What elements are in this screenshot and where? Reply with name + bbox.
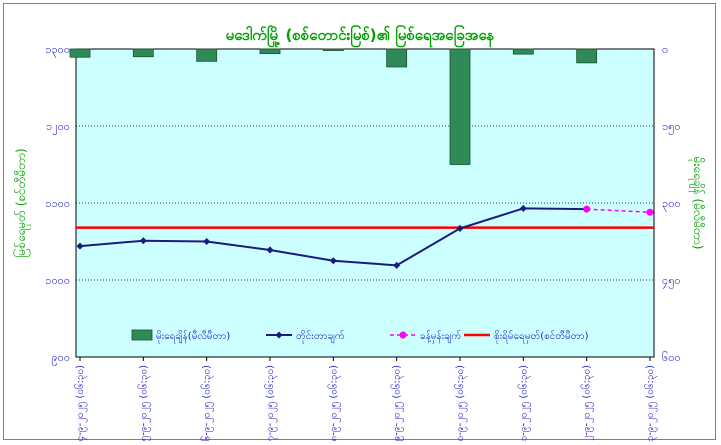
left-tick-label: ၉၀၀ [51,351,70,366]
x-tick-label: ၁၃-၉-၂၀၂၅ (၀၆:၃၀) [643,365,658,441]
observed-point [329,257,337,265]
x-tick-label: ၁၂-၉-၂၀၂၅ (၀၆:၃၀) [580,365,595,441]
rainfall-bar [132,48,154,58]
legend-item: မိုးရေချိန်(မီလီမီတာ) [131,329,230,344]
legend-label: မိုးရေချိန်(မီလီမီတာ) [156,329,230,344]
left-axis-title: မြစ်ရေမှတ် (စင်တီမီတာ) [12,148,31,257]
right-axis-title: မိုးရေချိန် (မီလီမီတာ) [688,157,706,250]
legend-swatch [131,329,153,341]
legend-item: တိုင်းတာချက် [266,329,345,344]
legend-label: စိုးရိမ်ရေမှတ်(စင်တီမီတာ) [494,329,589,344]
line-series [76,204,654,269]
observed-point [519,204,527,212]
x-tick-label: ၄-၉-၂၀၂၅ (၀၆:၃၀) [73,365,88,441]
rainfall-bar [512,48,534,55]
legend-marker [275,331,283,339]
rainfall-bar [386,48,408,68]
observed-point [393,261,401,269]
right-tick-label: ၁၅၀ [662,120,681,135]
forecast-point [583,205,591,213]
left-tick-label: ၁၀၀၀ [45,274,70,287]
right-tick-label: ၃၀၀ [662,197,681,212]
left-tick-label: ၁၂၀၀ [46,120,70,135]
x-tick-label: ၅-၉-၂၀၂၅ (၀၆:၃၀) [136,365,151,441]
left-tick-label: ၁၃၀၀ [45,43,70,58]
rainfall-bar [449,48,471,165]
legend-marker [399,331,407,339]
rainfall-bar [69,48,91,58]
forecast-line [586,208,651,213]
rainfall-bar [322,48,344,51]
observed-point [456,224,464,232]
observed-point [266,246,274,254]
chart-frame: မဒေါက်မြို့ (စစ်တောင်းမြစ်)၏ မြစ်ရေအခြေအ… [3,3,716,441]
legend: မိုးရေချိန်(မီလီမီတာ) တိုင်းတာချက် ခန့်မှန… [131,329,589,344]
x-tick-label: ၁၀-၉-၂၀၂၅ (၀၆:၃၀) [453,365,468,441]
grid-lines [76,125,654,281]
rainfall-bar [196,48,218,62]
legend-item: စိုးရိမ်ရေမှတ်(စင်တီမီတာ) [464,329,589,344]
right-tick-label: ၆၀၀ [662,351,681,364]
chart: မဒေါက်မြို့ (စစ်တောင်းမြစ်)၏ မြစ်ရေအခြေအ… [12,24,706,441]
x-tick-label: ၁၁-၉-၂၀၂၅ (၀၆:၃၀) [516,365,531,441]
x-axis-ticks: ၄-၉-၂၀၂၅ (၀၆:၃၀) ၅-၉-၂၀၂၅ (၀၆:၃၀) ၆-၉-၂၀၂၅… [73,357,658,441]
legend-label: ခန့်မှန်းချက် [420,329,461,344]
rainfall-bar [259,48,281,55]
left-tick-label: ၁၁၀၀ [45,197,70,210]
x-tick-label: ၈-၉-၂၀၂၅ (၀၆:၃၀) [326,365,341,441]
right-tick-label: ၀ [662,43,668,56]
rainfall-bars [69,48,598,165]
observed-point [76,242,84,250]
legend-item: ခန့်မှန်းချက် [390,329,461,344]
forecast-point [646,208,654,216]
rainfall-bar [576,48,598,64]
observed-point [203,237,211,246]
x-tick-label: ၇-၉-၂၀၂၅ (၀၆:၃၀) [263,365,278,441]
chart-title: မဒေါက်မြို့ (စစ်တောင်းမြစ်)၏ မြစ်ရေအခြေအ… [226,24,495,48]
legend-label: တိုင်းတာချက် [296,329,345,344]
right-tick-label: ၄၅၀ [662,274,681,289]
x-tick-label: ၉-၉-၂၀၂၅ (၀၆:၃၀) [390,365,405,441]
x-tick-label: ၆-၉-၂၀၂၅ (၀၆:၃၀) [200,365,215,441]
left-axis-ticks: ၉၀၀ ၁၀၀၀ ၁၁၀၀ ၁၂၀၀ ၁၃၀၀ [45,43,70,366]
observed-point [139,237,147,245]
